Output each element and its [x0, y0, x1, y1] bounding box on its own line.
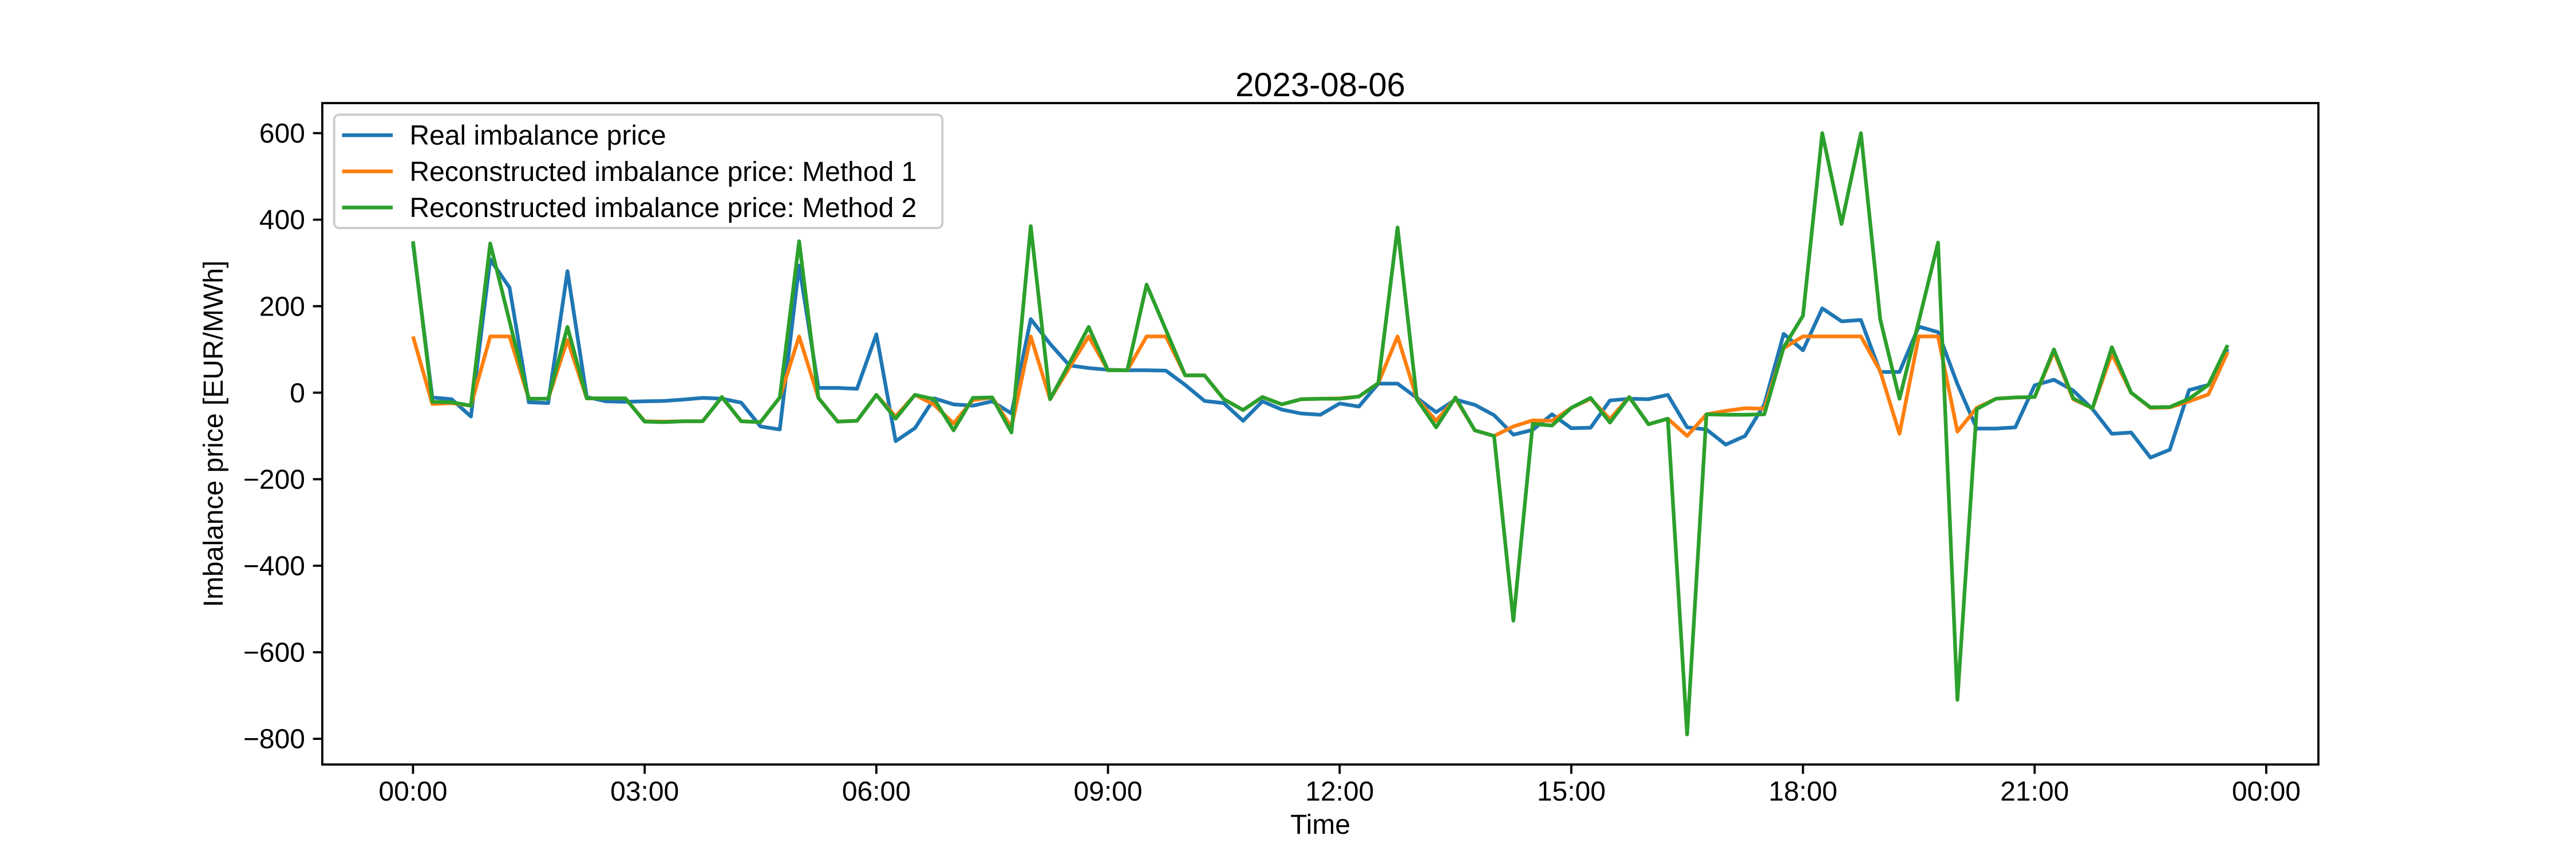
svg-text:0: 0 [290, 378, 305, 408]
svg-text:−200: −200 [243, 464, 305, 495]
svg-text:−800: −800 [243, 724, 305, 755]
svg-text:Reconstructed imbalance price:: Reconstructed imbalance price: Method 2 [410, 193, 917, 223]
svg-text:Reconstructed imbalance price:: Reconstructed imbalance price: Method 1 [410, 157, 917, 187]
svg-text:Imbalance price [EUR/MWh]: Imbalance price [EUR/MWh] [199, 261, 229, 608]
svg-text:21:00: 21:00 [2000, 777, 2069, 807]
svg-text:03:00: 03:00 [610, 777, 679, 807]
svg-text:18:00: 18:00 [1769, 777, 1838, 807]
svg-text:Time: Time [1290, 810, 1350, 840]
svg-text:−400: −400 [243, 551, 305, 582]
svg-text:200: 200 [259, 291, 305, 322]
svg-text:15:00: 15:00 [1537, 777, 1606, 807]
svg-text:00:00: 00:00 [2232, 777, 2301, 807]
svg-text:09:00: 09:00 [1073, 777, 1142, 807]
svg-text:Real imbalance price: Real imbalance price [410, 121, 666, 151]
svg-text:2023-08-06: 2023-08-06 [1235, 66, 1405, 104]
svg-text:−600: −600 [243, 638, 305, 668]
svg-text:12:00: 12:00 [1305, 777, 1374, 807]
svg-text:00:00: 00:00 [378, 777, 447, 807]
svg-text:06:00: 06:00 [842, 777, 911, 807]
svg-text:400: 400 [259, 205, 305, 235]
svg-text:600: 600 [259, 119, 305, 149]
